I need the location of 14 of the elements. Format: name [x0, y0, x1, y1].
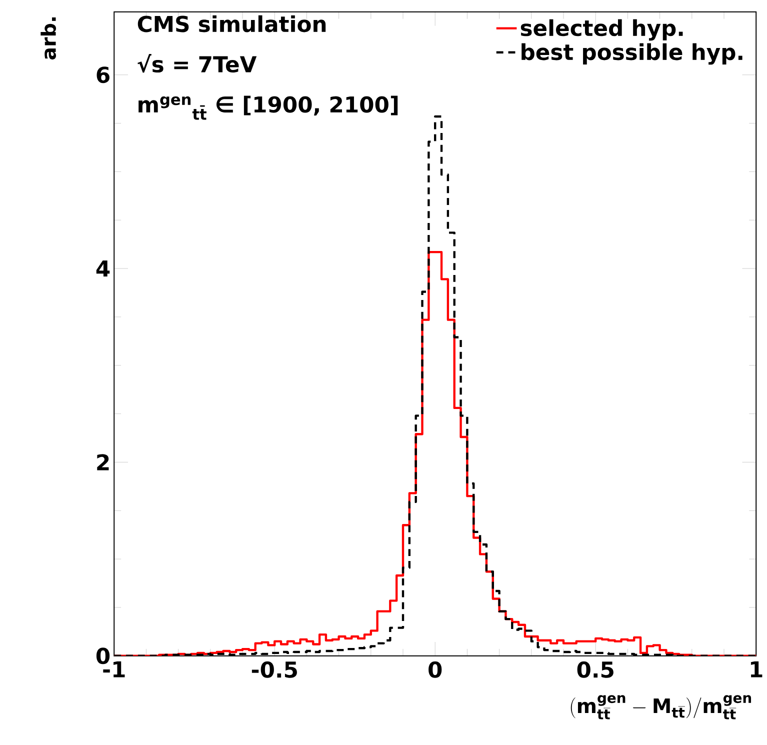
- y-tick-label: 4: [96, 260, 110, 276]
- x-tick-label: 0.5: [577, 661, 614, 678]
- y-tick-label: 6: [96, 66, 110, 84]
- y-tick-label: 2: [97, 454, 109, 470]
- x-tick-label: -0.5: [252, 661, 297, 678]
- x-axis-title: $(\mathbf{m}^{\mathbf{gen}}_{\mathbf{t}\overline{\mathbf{t}}} - \mathbf{M}_{\mathbf{t}\overline{\mathbf{t}}}) / \mathbf{m}^{\mathbf{gen}}_{\mathbf{t}\overline{\mathbf{t}}}$: [570, 695, 752, 720]
- y-axis-title: arb.: [40, 17, 56, 60]
- legend-label: best possible hyp.: [522, 43, 742, 65]
- annotation: m$^{gen}$$_{tt̄}$ ∈ [1900, 2100]: [138, 96, 398, 120]
- x-tick-label: 1: [750, 661, 762, 678]
- annotation: √s = 7TeV: [138, 54, 257, 73]
- annotation: CMS simulation: [138, 15, 326, 32]
- legend-label: selected hyp.: [520, 19, 683, 41]
- x-tick-label: 0: [428, 661, 442, 678]
